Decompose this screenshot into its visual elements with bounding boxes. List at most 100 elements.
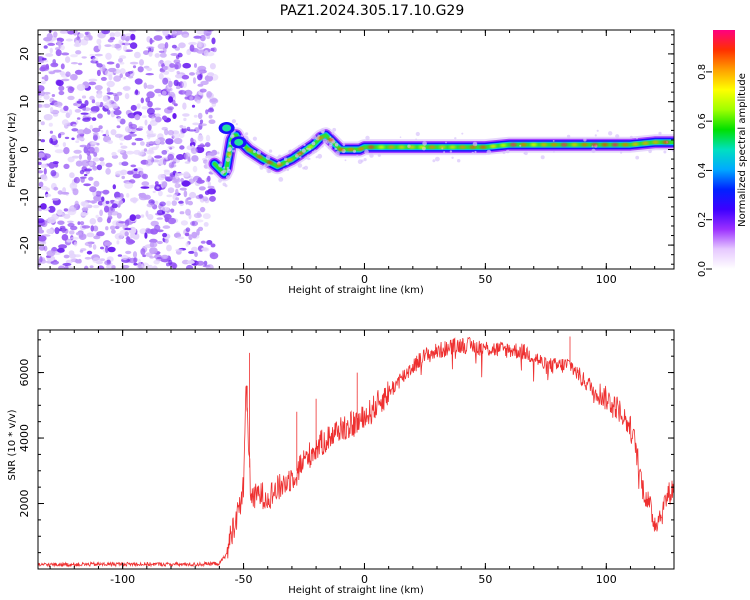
noise-speckle — [178, 200, 184, 204]
noise-speckle — [166, 194, 173, 198]
noise-speckle — [176, 70, 180, 75]
noise-speckle — [175, 85, 181, 90]
noise-speckle — [163, 169, 170, 173]
noise-speckle — [208, 119, 216, 124]
noise-speckle — [188, 178, 195, 184]
noise-speckle — [154, 113, 161, 118]
noise-speckle — [124, 93, 130, 100]
noise-speckle — [138, 262, 142, 267]
noise-speckle — [143, 50, 150, 55]
noise-speckle — [202, 213, 211, 220]
noise-speckle — [38, 95, 42, 99]
noise-speckle — [147, 101, 153, 108]
noise-speckle — [166, 244, 172, 252]
noise-speckle — [128, 123, 138, 130]
noise-speckle — [67, 220, 74, 223]
noise-speckle — [156, 240, 163, 245]
x-tick-label: -50 — [235, 573, 253, 586]
noise-speckle — [202, 196, 209, 202]
noise-speckle — [145, 252, 153, 257]
noise-speckle — [69, 172, 75, 179]
noise-speckle — [68, 206, 77, 213]
ridge-scatter — [220, 171, 225, 175]
noise-speckle — [194, 251, 198, 258]
figure-title: PAZ1.2024.305.17.10.G29 — [280, 3, 465, 19]
noise-speckle — [92, 244, 97, 250]
noise-speckle — [184, 161, 191, 164]
noise-speckle — [46, 250, 56, 257]
noise-speckle — [148, 147, 154, 154]
noise-speckle — [141, 106, 149, 110]
noise-speckle — [205, 134, 211, 142]
noise-speckle — [61, 119, 69, 126]
ridge-scatter — [524, 151, 528, 156]
ridge-scatter — [311, 151, 315, 154]
noise-speckle — [76, 100, 83, 104]
noise-speckle — [126, 170, 134, 175]
noise-speckle — [52, 161, 59, 165]
ridge-scatter — [313, 149, 318, 153]
noise-speckle — [188, 250, 195, 254]
noise-speckle — [175, 73, 184, 79]
noise-speckle — [183, 190, 188, 198]
noise-speckle — [135, 89, 139, 95]
ridge-scatter — [502, 151, 506, 155]
noise-speckle — [199, 88, 207, 93]
ridge-scatter — [329, 136, 332, 139]
ridge-core — [611, 143, 619, 147]
noise-speckle — [207, 72, 215, 77]
noise-speckle — [53, 69, 62, 73]
noise-speckle — [162, 232, 168, 238]
noise-speckle — [211, 37, 216, 45]
noise-speckle — [70, 225, 78, 231]
ridge-core — [489, 144, 497, 148]
noise-speckle — [167, 129, 175, 136]
noise-speckle — [117, 254, 123, 257]
noise-speckle — [106, 264, 113, 269]
noise-speckle — [175, 248, 184, 252]
noise-speckle — [164, 176, 170, 180]
noise-speckle — [162, 66, 169, 70]
noise-speckle — [118, 58, 123, 63]
noise-speckle — [204, 142, 211, 148]
ridge-scatter — [356, 154, 359, 157]
noise-speckle — [63, 208, 69, 212]
noise-speckle — [89, 159, 94, 166]
noise-speckle — [178, 89, 187, 95]
noise-speckle — [53, 186, 59, 191]
y-tick-label: -20 — [18, 236, 31, 254]
noise-speckle — [133, 168, 138, 172]
noise-speckle — [181, 74, 190, 80]
noise-speckle — [209, 195, 216, 202]
noise-speckle — [43, 103, 51, 108]
noise-speckle — [146, 214, 154, 220]
noise-speckle — [57, 247, 65, 253]
noise-speckle — [44, 74, 49, 82]
noise-speckle — [61, 234, 69, 241]
noise-speckle — [51, 198, 59, 201]
noise-speckle — [178, 42, 186, 49]
noise-speckle — [40, 203, 47, 210]
colorbar-ticks: 0.0 0.2 0.4 0.6 0.8 — [697, 64, 712, 277]
noise-speckle — [171, 200, 177, 206]
noise-speckle — [130, 164, 137, 168]
noise-speckle — [78, 33, 84, 38]
noise-speckle — [66, 239, 72, 243]
noise-speckle — [38, 218, 45, 224]
noise-speckle — [117, 117, 122, 122]
ridge-scatter — [231, 119, 236, 124]
noise-speckle — [81, 201, 89, 208]
ridge-core — [530, 143, 537, 147]
noise-speckle — [134, 114, 141, 121]
noise-speckle — [40, 91, 45, 97]
noise-speckle — [164, 42, 169, 49]
noise-speckle — [200, 34, 206, 42]
noise-speckle — [117, 149, 125, 154]
noise-speckle — [157, 161, 161, 165]
noise-speckle — [149, 242, 155, 248]
ridge-core — [347, 148, 355, 151]
ridge-scatter — [566, 134, 571, 139]
x-tick-label: 100 — [596, 273, 617, 286]
noise-speckle — [196, 100, 201, 104]
noise-speckle — [140, 192, 147, 199]
